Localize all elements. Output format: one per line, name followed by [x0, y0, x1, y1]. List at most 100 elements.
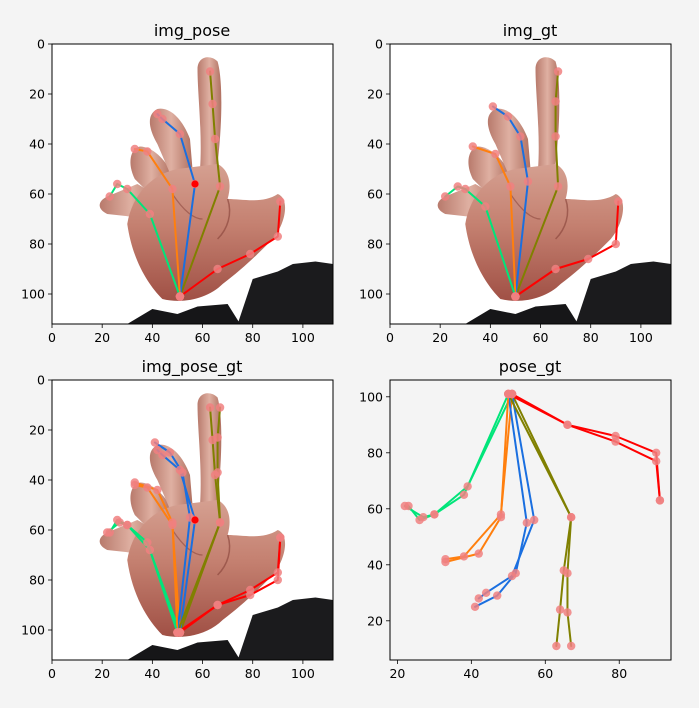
x-tick-label: 0	[48, 666, 56, 681]
keypoint-s4-p3	[491, 149, 500, 159]
keypoint-s10-p4	[115, 518, 124, 527]
x-tick-label: 60	[195, 666, 211, 681]
keypoint-s9-p3	[474, 549, 483, 558]
subplot-2-title: img_gt	[503, 21, 558, 41]
x-tick-label: 0	[48, 330, 56, 345]
subplot-1-marks	[105, 67, 285, 301]
keypoint-s1-p4	[652, 457, 661, 466]
keypoint-s2-p4	[208, 99, 217, 109]
keypoint-s4-p4	[130, 144, 139, 154]
keypoint-s7-p5	[566, 641, 576, 651]
keypoint-s4-p4	[468, 142, 477, 151]
y-tick-label: 60	[29, 523, 45, 538]
subplot-4-frame	[389, 379, 672, 661]
keypoint-s1-p2	[551, 264, 560, 274]
keypoint-s1-p4	[273, 568, 282, 577]
keypoint-s5-p3	[123, 184, 132, 194]
subplot-2-frame	[389, 43, 672, 325]
keypoint-s4-p3	[143, 483, 152, 492]
keypoint-s5-p1	[511, 292, 520, 301]
keypoint-s9-p2	[168, 518, 177, 527]
keypoint-s10-p5	[103, 528, 112, 537]
subplot-1-yticks: 0 20 40 60 80 100	[21, 37, 52, 302]
keypoint-s1-p4	[611, 239, 620, 249]
subplot-3: img_pose_gt 0 20 40 60 80 100 0 20 40 60 80 100	[21, 357, 334, 681]
keypoint-s1-p3	[584, 254, 593, 264]
keypoint-s7-p4	[563, 608, 572, 617]
keypoint-s2-p3	[551, 132, 560, 141]
keypoint-highlight	[191, 180, 199, 188]
keypoint-s5-p5	[441, 192, 450, 201]
keypoint-s5-p2	[145, 209, 155, 219]
x-tick-label: 80	[583, 330, 599, 345]
y-tick-label: 60	[367, 187, 383, 202]
subplot-4-yticks: 20 40 60 80 100	[359, 389, 390, 628]
keypoint-s2-p4	[551, 97, 560, 106]
keypoint-s10-p4	[419, 513, 428, 522]
subplot-4: pose_gt 20 40 60 80 20 40 60 80 100	[359, 357, 672, 681]
keypoint-s6-p5	[276, 533, 285, 542]
keypoint-s6-p2	[213, 600, 222, 610]
keypoint-s8-p3	[511, 569, 520, 578]
y-tick-label: 80	[29, 237, 45, 252]
y-tick-label: 20	[29, 87, 45, 102]
keypoint-s8-p2	[522, 518, 531, 527]
subplot-1-frame	[51, 43, 334, 325]
series-4-line	[471, 145, 517, 298]
x-tick-label: 80	[245, 330, 261, 345]
keypoint-s8-p5	[150, 438, 160, 447]
x-tick-label: 60	[195, 330, 211, 345]
keypoint-s2-p2	[215, 182, 225, 191]
subplot-3-frame	[51, 379, 334, 661]
subplot-4-xticks: 20 40 60 80	[389, 660, 627, 681]
subplot-1-xticks: 0 20 40 60 80 100	[48, 324, 315, 345]
keypoint-s9-p4	[441, 557, 450, 567]
y-tick-label: 60	[367, 501, 383, 516]
keypoint-s7-p2	[215, 518, 225, 527]
keypoint-s8-p5	[470, 602, 480, 611]
keypoint-s5-p4	[453, 182, 462, 191]
keypoint-s3-p2	[523, 177, 533, 186]
series-4-line	[133, 148, 181, 298]
keypoint-s6-p3	[611, 431, 620, 441]
y-tick-label: 60	[29, 187, 45, 202]
subplot-1: img_pose 0 20 40 60 80 100 0 20 40 60 80 100	[21, 21, 334, 345]
series-4-line	[133, 484, 181, 634]
x-tick-label: 40	[144, 666, 160, 681]
subplot-3-marks	[103, 403, 285, 637]
y-tick-label: 0	[37, 373, 45, 388]
y-tick-label: 100	[359, 287, 383, 302]
keypoint-s6-p3	[246, 590, 255, 600]
x-tick-label: 100	[291, 666, 315, 681]
keypoint-s2-p5	[205, 403, 215, 412]
series-4-line	[444, 393, 514, 561]
keypoint-s8-p4	[493, 591, 502, 600]
keypoint-s10-p1	[504, 389, 513, 399]
keypoint-s7-p3	[563, 569, 572, 578]
keypoint-s3-p4	[481, 588, 491, 597]
keypoint-s6-p4	[652, 448, 661, 457]
x-tick-label: 40	[144, 330, 160, 345]
keypoint-s9-p2	[496, 513, 506, 522]
keypoint-s6-p5	[655, 496, 665, 505]
keypoint-s6-p2	[563, 420, 572, 429]
keypoint-s1-p4	[273, 232, 282, 241]
keypoint-s7-p3	[213, 468, 222, 477]
y-tick-label: 20	[367, 613, 383, 628]
subplot-3-yticks: 0 20 40 60 80 100	[21, 373, 52, 638]
subplot-3-title: img_pose_gt	[142, 357, 243, 377]
keypoint-s2-p2	[553, 182, 563, 191]
keypoint-s10-p3	[430, 510, 439, 519]
keypoint-s7-p5	[215, 403, 225, 412]
keypoint-s10-p2	[459, 490, 469, 499]
keypoint-s1-p2	[213, 264, 222, 274]
keypoint-s3-p5	[488, 102, 498, 111]
y-tick-label: 80	[367, 237, 383, 252]
x-tick-label: 20	[94, 666, 110, 681]
subplot-3-xticks: 0 20 40 60 80 100	[48, 660, 315, 681]
keypoint-s9-p4	[130, 478, 139, 487]
keypoint-s1-p5	[614, 197, 623, 206]
keypoint-s3-p2	[530, 515, 539, 525]
y-tick-label: 80	[29, 573, 45, 588]
keypoint-s4-p2	[168, 184, 177, 194]
